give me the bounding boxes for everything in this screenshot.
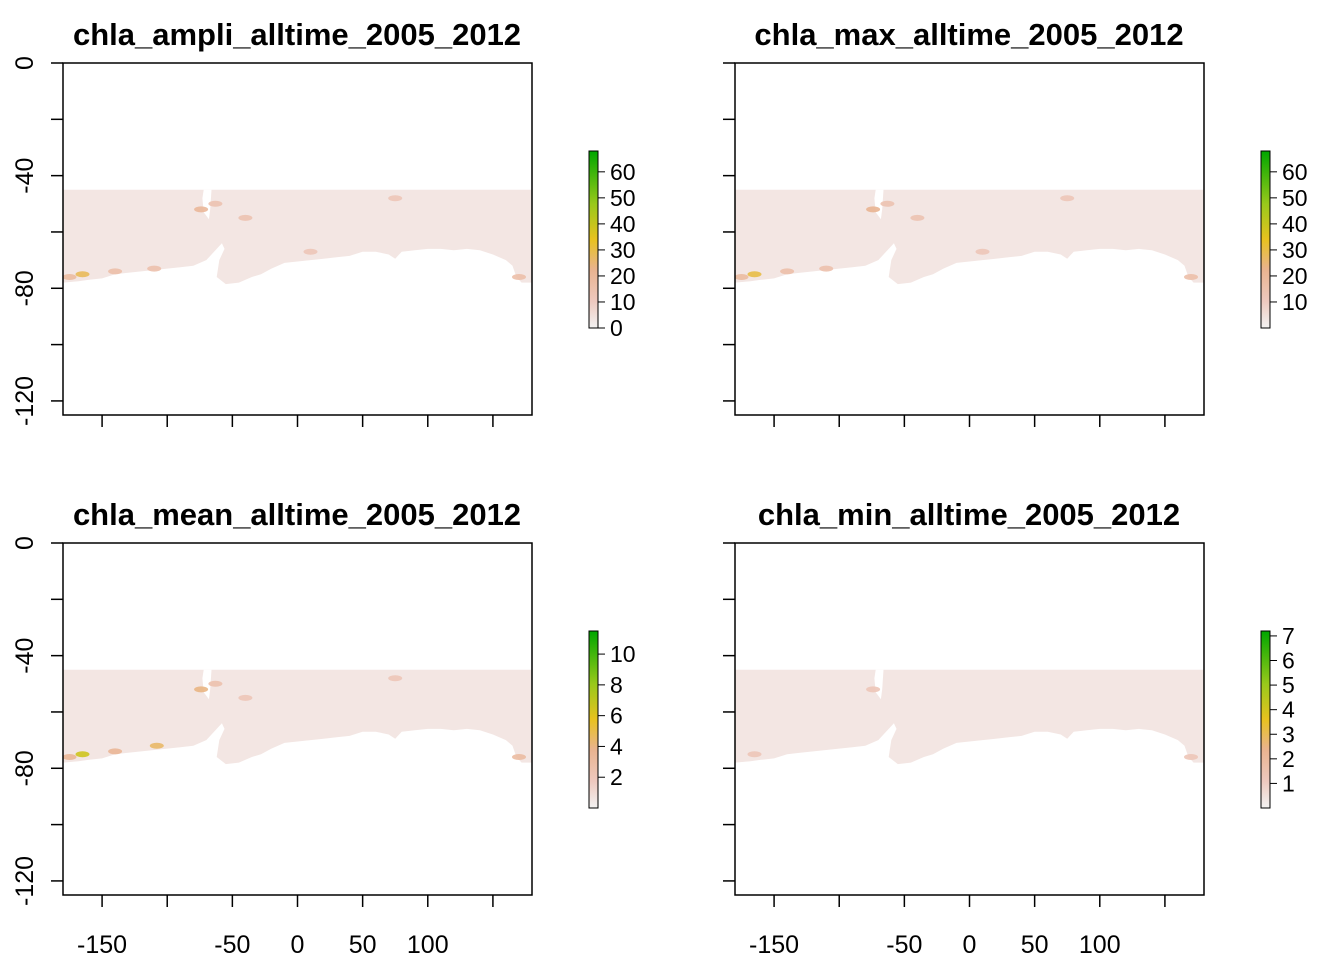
chla-hotspot xyxy=(149,742,164,749)
colorbar-tick-label: 10 xyxy=(610,289,636,315)
chla-hotspot xyxy=(238,694,253,701)
y-tick-label: 0 xyxy=(11,536,39,550)
x-tick-label: -50 xyxy=(886,931,922,959)
colorbar-tick-label: 50 xyxy=(610,185,636,211)
colorbar-tick-label: 30 xyxy=(610,237,636,263)
chla-hotspot xyxy=(108,748,123,755)
panel-title: chla_mean_alltime_2005_2012 xyxy=(73,497,521,532)
panel-title: chla_min_alltime_2005_2012 xyxy=(758,497,1180,532)
chla-hotspot xyxy=(512,274,526,280)
chla-hotspot xyxy=(819,265,834,272)
ocean-data-band xyxy=(735,189,1204,285)
colorbar-tick-label: 30 xyxy=(1282,237,1308,263)
panel-4: chla_min_alltime_2005_2012 -150 -50 0 50 100… xyxy=(723,497,1295,959)
chla-hotspot xyxy=(208,200,223,207)
colorbar xyxy=(1260,630,1271,809)
y-tick-label: -80 xyxy=(11,270,39,306)
chla-hotspot xyxy=(388,675,403,682)
ocean-data-band xyxy=(735,669,1204,765)
colorbar-tick-label: 10 xyxy=(1282,289,1308,315)
chla-hotspot xyxy=(1184,754,1198,760)
y-tick-label: -120 xyxy=(11,376,39,426)
panel-title: chla_max_alltime_2005_2012 xyxy=(754,17,1183,52)
colorbar-tick-label: 2 xyxy=(1282,746,1295,772)
x-tick-label: -150 xyxy=(749,931,799,959)
colorbar-tick-label: 10 xyxy=(610,641,636,667)
chla-hotspot xyxy=(62,274,77,280)
chla-hotspot xyxy=(910,214,925,221)
y-tick-label: -120 xyxy=(11,856,39,906)
chla-hotspot xyxy=(208,680,223,687)
colorbar xyxy=(588,150,599,329)
chla-hotspot xyxy=(512,754,526,760)
ocean-data-band xyxy=(63,189,532,285)
x-tick-label: -150 xyxy=(77,931,127,959)
colorbar-tick-label: 4 xyxy=(610,733,623,759)
colorbar-tick-label: 4 xyxy=(1282,697,1295,723)
colorbar-tick-label: 60 xyxy=(610,159,636,185)
chla-hotspot xyxy=(975,248,990,255)
colorbar-tick-label: 3 xyxy=(1282,721,1295,747)
colorbar xyxy=(1260,150,1271,329)
x-tick-label: 0 xyxy=(291,931,305,959)
chla-hotspot xyxy=(303,248,318,255)
colorbar-tick-label: 20 xyxy=(610,263,636,289)
colorbar-tick-label: 0 xyxy=(610,315,623,341)
x-tick-label: 50 xyxy=(1021,931,1049,959)
chla-hotspot xyxy=(880,200,895,207)
colorbar-tick-label: 60 xyxy=(1282,159,1308,185)
colorbar-tick-label: 8 xyxy=(610,672,623,698)
colorbar-tick-label: 50 xyxy=(1282,185,1308,211)
ocean-data-band xyxy=(63,669,532,765)
chla-hotspot xyxy=(238,214,253,221)
panel-title: chla_ampli_alltime_2005_2012 xyxy=(73,17,521,52)
colorbar-tick-label: 6 xyxy=(610,703,623,729)
colorbar-tick-label: 5 xyxy=(1282,672,1295,698)
chla-hotspot xyxy=(75,751,90,758)
chla-hotspot xyxy=(734,274,749,280)
colorbar-tick-label: 6 xyxy=(1282,648,1295,674)
chla-hotspot xyxy=(75,271,90,278)
chla-hotspot xyxy=(780,268,795,275)
x-tick-label: -50 xyxy=(214,931,250,959)
chla-hotspot xyxy=(194,206,209,213)
chla-hotspot xyxy=(108,268,123,275)
panel-3: chla_mean_alltime_2005_2012 0 -40 -80 -120 -… xyxy=(11,497,636,959)
chla-hotspot xyxy=(147,265,162,272)
colorbar xyxy=(588,630,599,809)
colorbar-tick-label: 7 xyxy=(1282,623,1295,649)
chla-hotspot xyxy=(388,195,403,202)
chla-hotspot xyxy=(62,754,77,760)
x-tick-label: 50 xyxy=(349,931,377,959)
colorbar-tick-label: 2 xyxy=(610,764,623,790)
y-tick-label: -40 xyxy=(11,638,39,674)
chla-hotspot xyxy=(866,206,881,213)
y-tick-label: -40 xyxy=(11,158,39,194)
x-tick-label: 100 xyxy=(407,931,449,959)
colorbar-tick-label: 40 xyxy=(610,211,636,237)
chla-hotspot xyxy=(747,271,762,278)
y-tick-label: -80 xyxy=(11,750,39,786)
x-tick-label: 0 xyxy=(963,931,977,959)
chla-hotspot xyxy=(1184,274,1198,280)
colorbar-tick-label: 20 xyxy=(1282,263,1308,289)
chla-hotspot xyxy=(194,686,209,693)
y-tick-label: 0 xyxy=(11,56,39,70)
x-tick-label: 100 xyxy=(1079,931,1121,959)
colorbar-tick-label: 1 xyxy=(1282,770,1295,796)
chla-hotspot xyxy=(1060,195,1075,202)
colorbar-tick-label: 40 xyxy=(1282,211,1308,237)
chla-hotspot xyxy=(747,751,762,758)
chla-hotspot xyxy=(866,686,881,693)
panel-1: chla_ampli_alltime_2005_2012 0 -40 -80 -120… xyxy=(11,17,636,427)
